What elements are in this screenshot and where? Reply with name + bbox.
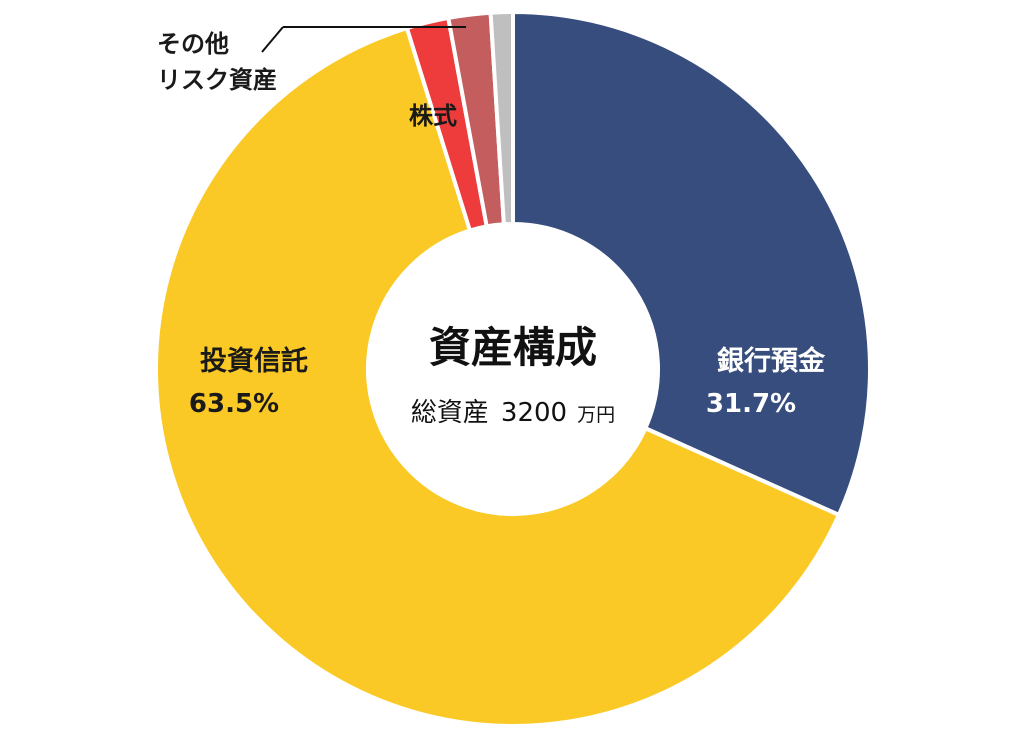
slice-value-investment-trust: 63.5%	[189, 389, 279, 419]
callout-other-line1: その他	[157, 30, 229, 58]
total-assets-unit: 万円	[577, 404, 615, 426]
chart-title: 資産構成	[429, 323, 597, 372]
slice-bank-deposit	[511, 10, 872, 517]
slice-label-bank-deposit: 銀行預金	[717, 345, 826, 377]
slice-investment-trust	[154, 26, 841, 728]
total-assets-line: 総資産 3200 万円	[411, 398, 615, 428]
total-assets-label: 総資産	[411, 398, 489, 428]
callout-other-line2: リスク資産	[157, 66, 277, 94]
slice-value-bank-deposit: 31.7%	[706, 389, 796, 419]
slice-label-investment-trust: 投資信託	[200, 345, 308, 377]
callout-leader-diagonal	[261, 26, 284, 53]
total-assets-value: 3200	[501, 398, 567, 428]
slice-unlabeled	[488, 10, 515, 227]
slices-group	[154, 10, 872, 728]
callout-stock-label: 株式	[409, 102, 457, 130]
